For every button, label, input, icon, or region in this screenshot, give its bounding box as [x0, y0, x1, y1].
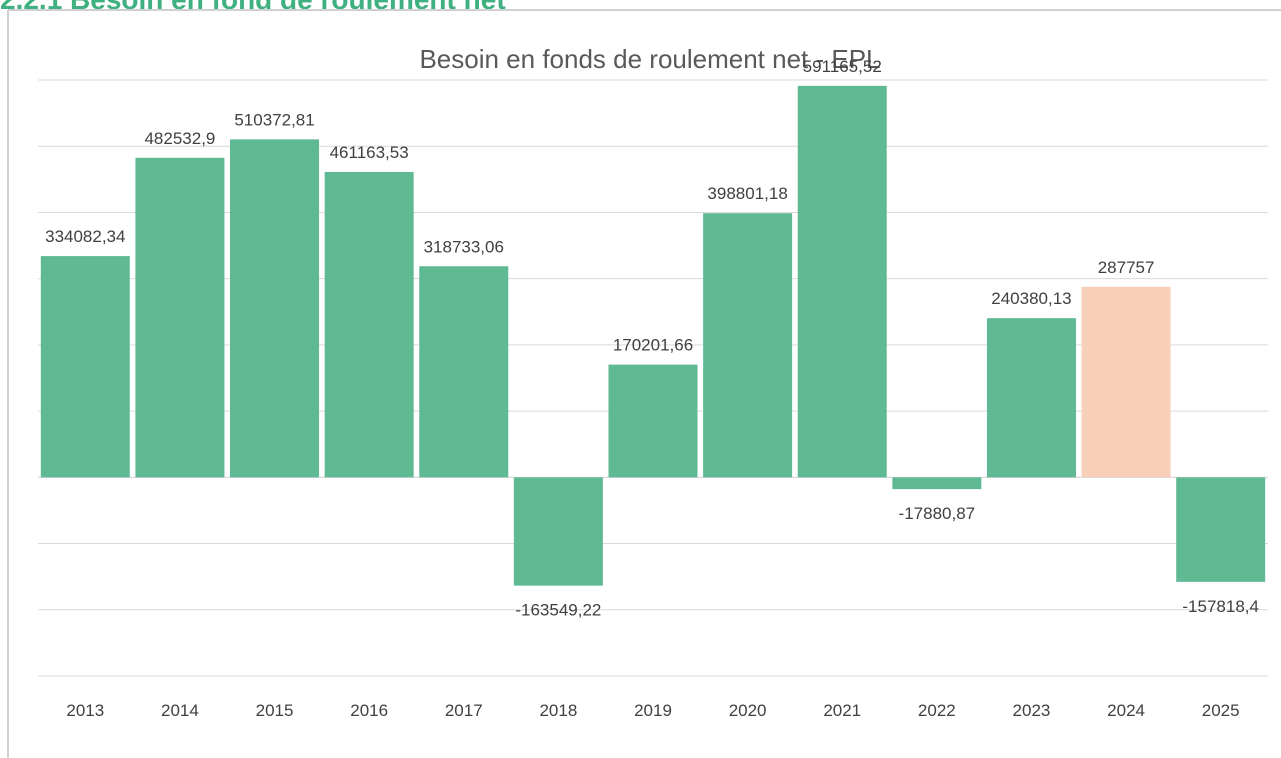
- data-label: -157818,4: [1182, 597, 1259, 616]
- bar: [419, 266, 509, 478]
- data-label: 318733,06: [424, 237, 504, 256]
- bar: [1081, 286, 1171, 478]
- data-label: 591165,52: [803, 57, 882, 76]
- x-tick-label: 2013: [66, 701, 104, 720]
- x-tick-label: 2025: [1202, 701, 1240, 720]
- x-tick-label: 2016: [350, 701, 388, 720]
- bar: [986, 318, 1076, 478]
- data-label: 240380,13: [991, 289, 1071, 308]
- x-tick-label: 2021: [823, 701, 861, 720]
- x-tick-label: 2017: [445, 701, 483, 720]
- bar: [230, 139, 320, 478]
- data-label: 334082,34: [45, 227, 125, 246]
- bar: [513, 477, 603, 586]
- data-label: -17880,87: [899, 504, 976, 523]
- data-label: 287757: [1098, 258, 1155, 277]
- x-tick-label: 2024: [1107, 701, 1145, 720]
- data-label: 510372,81: [234, 110, 314, 129]
- bar: [892, 477, 982, 490]
- section-heading: 2.2.1 Besoin en fond de roulement net: [0, 0, 506, 15]
- bar: [40, 256, 130, 478]
- x-tick-label: 2020: [729, 701, 767, 720]
- x-tick-label: 2019: [634, 701, 672, 720]
- data-label: 170201,66: [613, 336, 693, 355]
- bar: [797, 85, 887, 478]
- x-tick-label: 2022: [918, 701, 956, 720]
- x-tick-label: 2023: [1013, 701, 1051, 720]
- x-tick-label: 2014: [161, 701, 199, 720]
- bar: [324, 171, 414, 478]
- bar: [703, 213, 793, 478]
- bar: [1176, 477, 1266, 582]
- bar: [135, 157, 225, 478]
- x-tick-label: 2018: [539, 701, 577, 720]
- chart-title: Besoin en fonds de roulement net - EPL: [419, 44, 880, 74]
- data-label: -163549,22: [515, 601, 601, 620]
- data-label: 398801,18: [707, 184, 787, 203]
- data-label: 482532,9: [144, 129, 215, 148]
- x-tick-label: 2015: [256, 701, 294, 720]
- data-label: 461163,53: [330, 143, 409, 162]
- bar: [608, 364, 698, 478]
